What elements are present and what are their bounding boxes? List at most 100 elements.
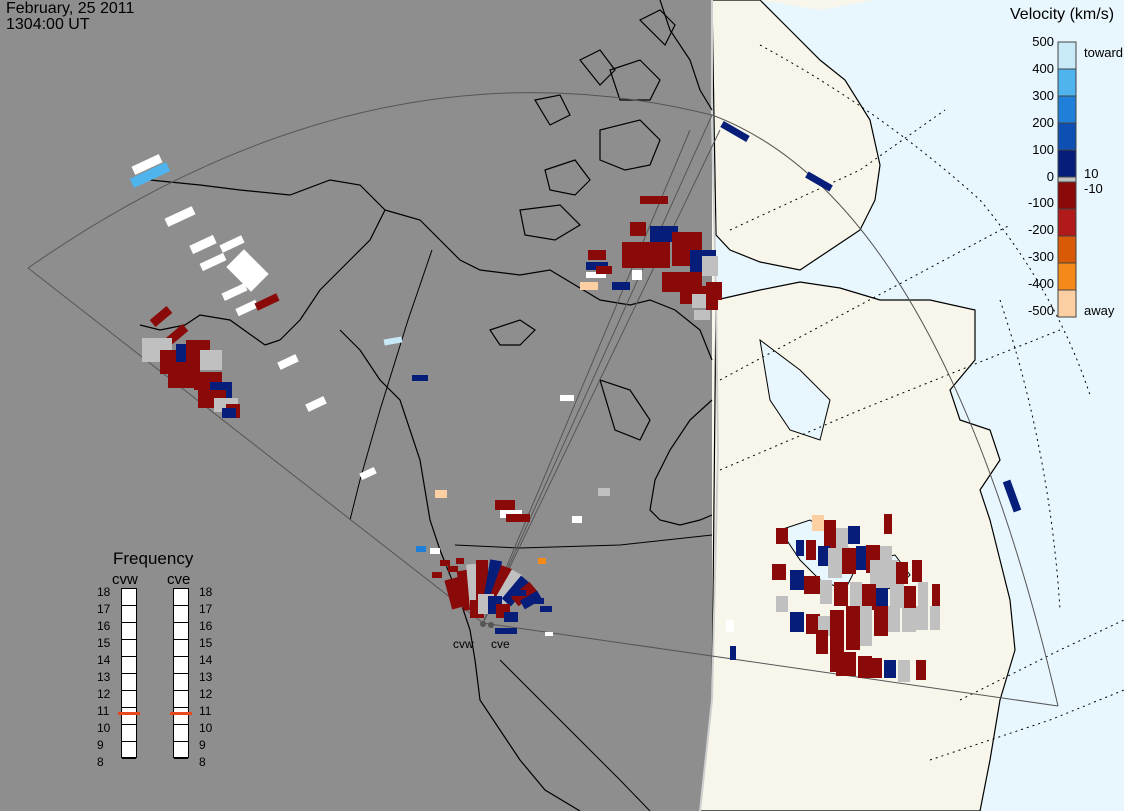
scatter-cell (804, 576, 820, 594)
velocity-tick: -300 (1027, 249, 1054, 264)
velocity-title: Velocity (km/s) (1010, 6, 1115, 23)
frequency-cell (122, 640, 136, 657)
scatter-cell (435, 490, 447, 498)
scatter-cell (828, 548, 842, 578)
velocity-tick: 400 (1032, 61, 1054, 76)
scatter-cell (776, 528, 788, 544)
scatter-cell (796, 540, 804, 556)
scatter-cell (612, 282, 630, 290)
vbar-ground (1057, 176, 1077, 183)
frequency-cell (122, 589, 136, 606)
frequency-cell (122, 742, 136, 759)
radar-label-cve: cve (491, 637, 510, 651)
scatter-cell (506, 514, 530, 522)
scatter-cell (219, 235, 245, 253)
frequency-tick-right: 17 (199, 602, 213, 616)
radar-site-cve[interactable] (488, 622, 494, 628)
scatter-cell (383, 336, 403, 346)
frequency-cell (122, 657, 136, 674)
frequency-marker-cve (170, 712, 192, 716)
frequency-tick-left: 17 (97, 602, 111, 616)
vbar-toward-300 (1057, 95, 1077, 124)
scatter-cell (896, 562, 908, 584)
night-region (0, 0, 712, 811)
frequency-cell (174, 589, 188, 606)
frequency-tick-right: 15 (199, 636, 213, 650)
frequency-tick-left: 18 (97, 585, 111, 599)
scatter-cell (694, 310, 710, 320)
frequency-tick-right: 13 (199, 670, 213, 684)
scatter-cell (560, 395, 574, 401)
velocity-tick: -500 (1027, 303, 1054, 318)
scatter-cell (359, 466, 377, 481)
frequency-cell (174, 674, 188, 691)
away-label: away (1084, 303, 1115, 318)
scatter-cell (222, 408, 236, 418)
frequency-tick-left: 8 (97, 755, 104, 769)
scatter-cell (836, 652, 856, 676)
frequency-tick-right: 18 (199, 585, 213, 599)
frequency-tick-left: 16 (97, 619, 111, 633)
scatter-cell (918, 582, 928, 606)
frequency-tick-left: 13 (97, 670, 111, 684)
radar-site-cvw[interactable] (480, 621, 486, 627)
frequency-cell (174, 640, 188, 657)
frequency-cell (174, 708, 188, 725)
frequency-tick-left: 11 (97, 704, 110, 718)
scatter-cell (545, 632, 553, 636)
vbar-away-500 (1057, 289, 1077, 318)
vbar-toward-100 (1057, 149, 1077, 178)
scatter-cell (806, 614, 820, 634)
scatter-cell (848, 526, 860, 544)
scatter-cell (816, 630, 828, 654)
borders (349, 249, 713, 811)
scatter-cell (416, 546, 426, 552)
time-label: 1304:00 UT (6, 16, 90, 33)
scatter-cell (512, 590, 526, 596)
frequency-cell (174, 606, 188, 623)
scatter-cell (884, 514, 892, 534)
scatter-cell (189, 234, 217, 255)
scatter-cell (850, 582, 862, 612)
frequency-cell (122, 623, 136, 640)
scatter-cell (890, 584, 904, 608)
scatter-cell (834, 582, 848, 606)
ground-tick-pos: 10 (1084, 166, 1099, 181)
scatter-cell (530, 598, 544, 604)
scatter-cell (456, 558, 464, 564)
frequency-tick-right: 9 (199, 738, 206, 752)
scatter-cell (930, 606, 940, 630)
frequency-cell (174, 657, 188, 674)
scatter-cell (726, 620, 734, 632)
scatter-cell (805, 171, 833, 192)
velocity-tick: 100 (1032, 142, 1054, 157)
scatter-cell (874, 606, 888, 636)
scatter-cell (916, 660, 926, 680)
scatter-cell (580, 282, 598, 290)
frequency-cell (174, 691, 188, 708)
scatter-cell (254, 293, 280, 311)
frequency-cell (122, 708, 136, 725)
frequency-title: Frequency (113, 549, 194, 568)
scatter-cell (898, 660, 910, 682)
scatter-cell (872, 658, 882, 678)
velocity-tick: 500 (1032, 34, 1054, 49)
scatter-cell (860, 606, 872, 646)
scatter-cell (706, 300, 718, 310)
scatter-cell (730, 646, 736, 660)
frequency-column-cvw (118, 588, 140, 759)
scatter-cell (884, 660, 896, 678)
scatter-cell (448, 566, 458, 572)
scatter-cell (790, 612, 804, 632)
scatter-cell (277, 354, 299, 370)
scatter-cell (818, 546, 830, 566)
scatter-cell (912, 560, 922, 582)
lat-lon-grid (719, 44, 1124, 761)
scatter-cell (842, 548, 856, 574)
scatter-cell (586, 272, 606, 278)
scatter-cell (495, 628, 517, 634)
scatter-cell (858, 656, 872, 678)
scatter-cell (588, 250, 606, 260)
scatter-cell (846, 606, 860, 650)
frequency-tick-right: 14 (199, 653, 213, 667)
